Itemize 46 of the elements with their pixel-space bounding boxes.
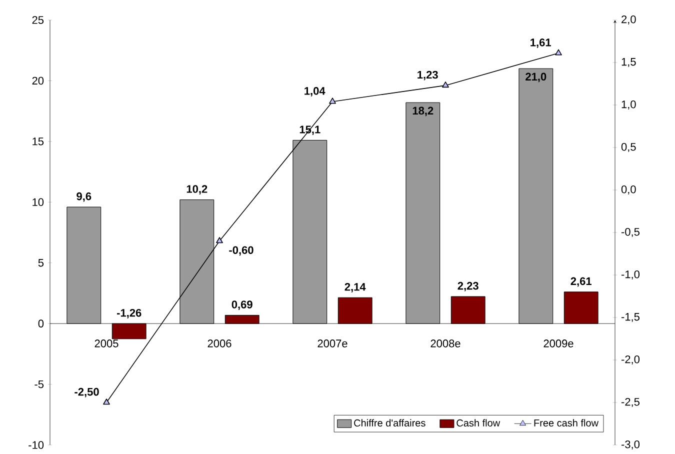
x-tick-label: 2005 xyxy=(94,340,118,348)
x-tick-label: 2006 xyxy=(208,340,232,348)
y-tick-label: -5 xyxy=(34,380,44,388)
y2-tick-label: 1,5 xyxy=(622,58,636,67)
y2-tick-label: -1,5 xyxy=(621,313,640,322)
y2-tick-label: -2,5 xyxy=(621,398,640,408)
point xyxy=(442,82,449,88)
data-label: 1,23 xyxy=(418,70,438,80)
y-tick-label: 5 xyxy=(38,259,44,267)
y2-tick-label: 1,0 xyxy=(622,100,636,110)
point xyxy=(216,237,223,244)
data-label: 2,61 xyxy=(570,277,592,287)
y2-tick-label: 2,0 xyxy=(622,15,636,25)
data-label: 21,0 xyxy=(526,72,546,82)
y-tick-label: 20 xyxy=(32,76,44,85)
y2-tick-label: -0,5 xyxy=(621,228,640,238)
point xyxy=(103,398,110,405)
point xyxy=(555,49,562,56)
y2-tick-label: -2,0 xyxy=(621,355,640,365)
y-tick-label: 15 xyxy=(32,138,44,146)
y2-tick-label: 0,5 xyxy=(621,142,636,152)
y-tick-label: 25 xyxy=(32,16,44,24)
data-label: 18,2 xyxy=(412,106,434,116)
data-label: 10,2 xyxy=(186,185,208,195)
y-tick-label: 0 xyxy=(38,320,44,328)
point xyxy=(329,98,336,104)
x-tick-label: 2009e xyxy=(544,340,574,348)
y2-tick-label: -1,0 xyxy=(621,270,640,280)
data-label: 1,04 xyxy=(304,87,326,96)
data-label: 0,69 xyxy=(232,300,252,310)
data-label: -2,50 xyxy=(74,388,99,398)
legend-label: Cash flow xyxy=(456,419,500,427)
data-label: 1,61 xyxy=(530,38,551,48)
data-label: 2,14 xyxy=(344,282,366,292)
y2-tick-label: -3,0 xyxy=(621,440,640,450)
data-label: -1,26 xyxy=(117,308,142,318)
legend-label: Free cash flow xyxy=(534,419,599,427)
y2-tick-label: 0,0 xyxy=(621,185,636,195)
data-label: 9,6 xyxy=(76,192,92,202)
data-label: 2,23 xyxy=(458,282,478,292)
y-tick-label: -10 xyxy=(28,441,44,449)
data-label: -0,60 xyxy=(229,246,254,256)
x-tick-label: 2008e xyxy=(430,340,460,348)
y-tick-label: 10 xyxy=(32,198,44,206)
x-tick-label: 2007e xyxy=(318,340,348,348)
legend-label: Chiffre d'affaires xyxy=(354,419,426,427)
